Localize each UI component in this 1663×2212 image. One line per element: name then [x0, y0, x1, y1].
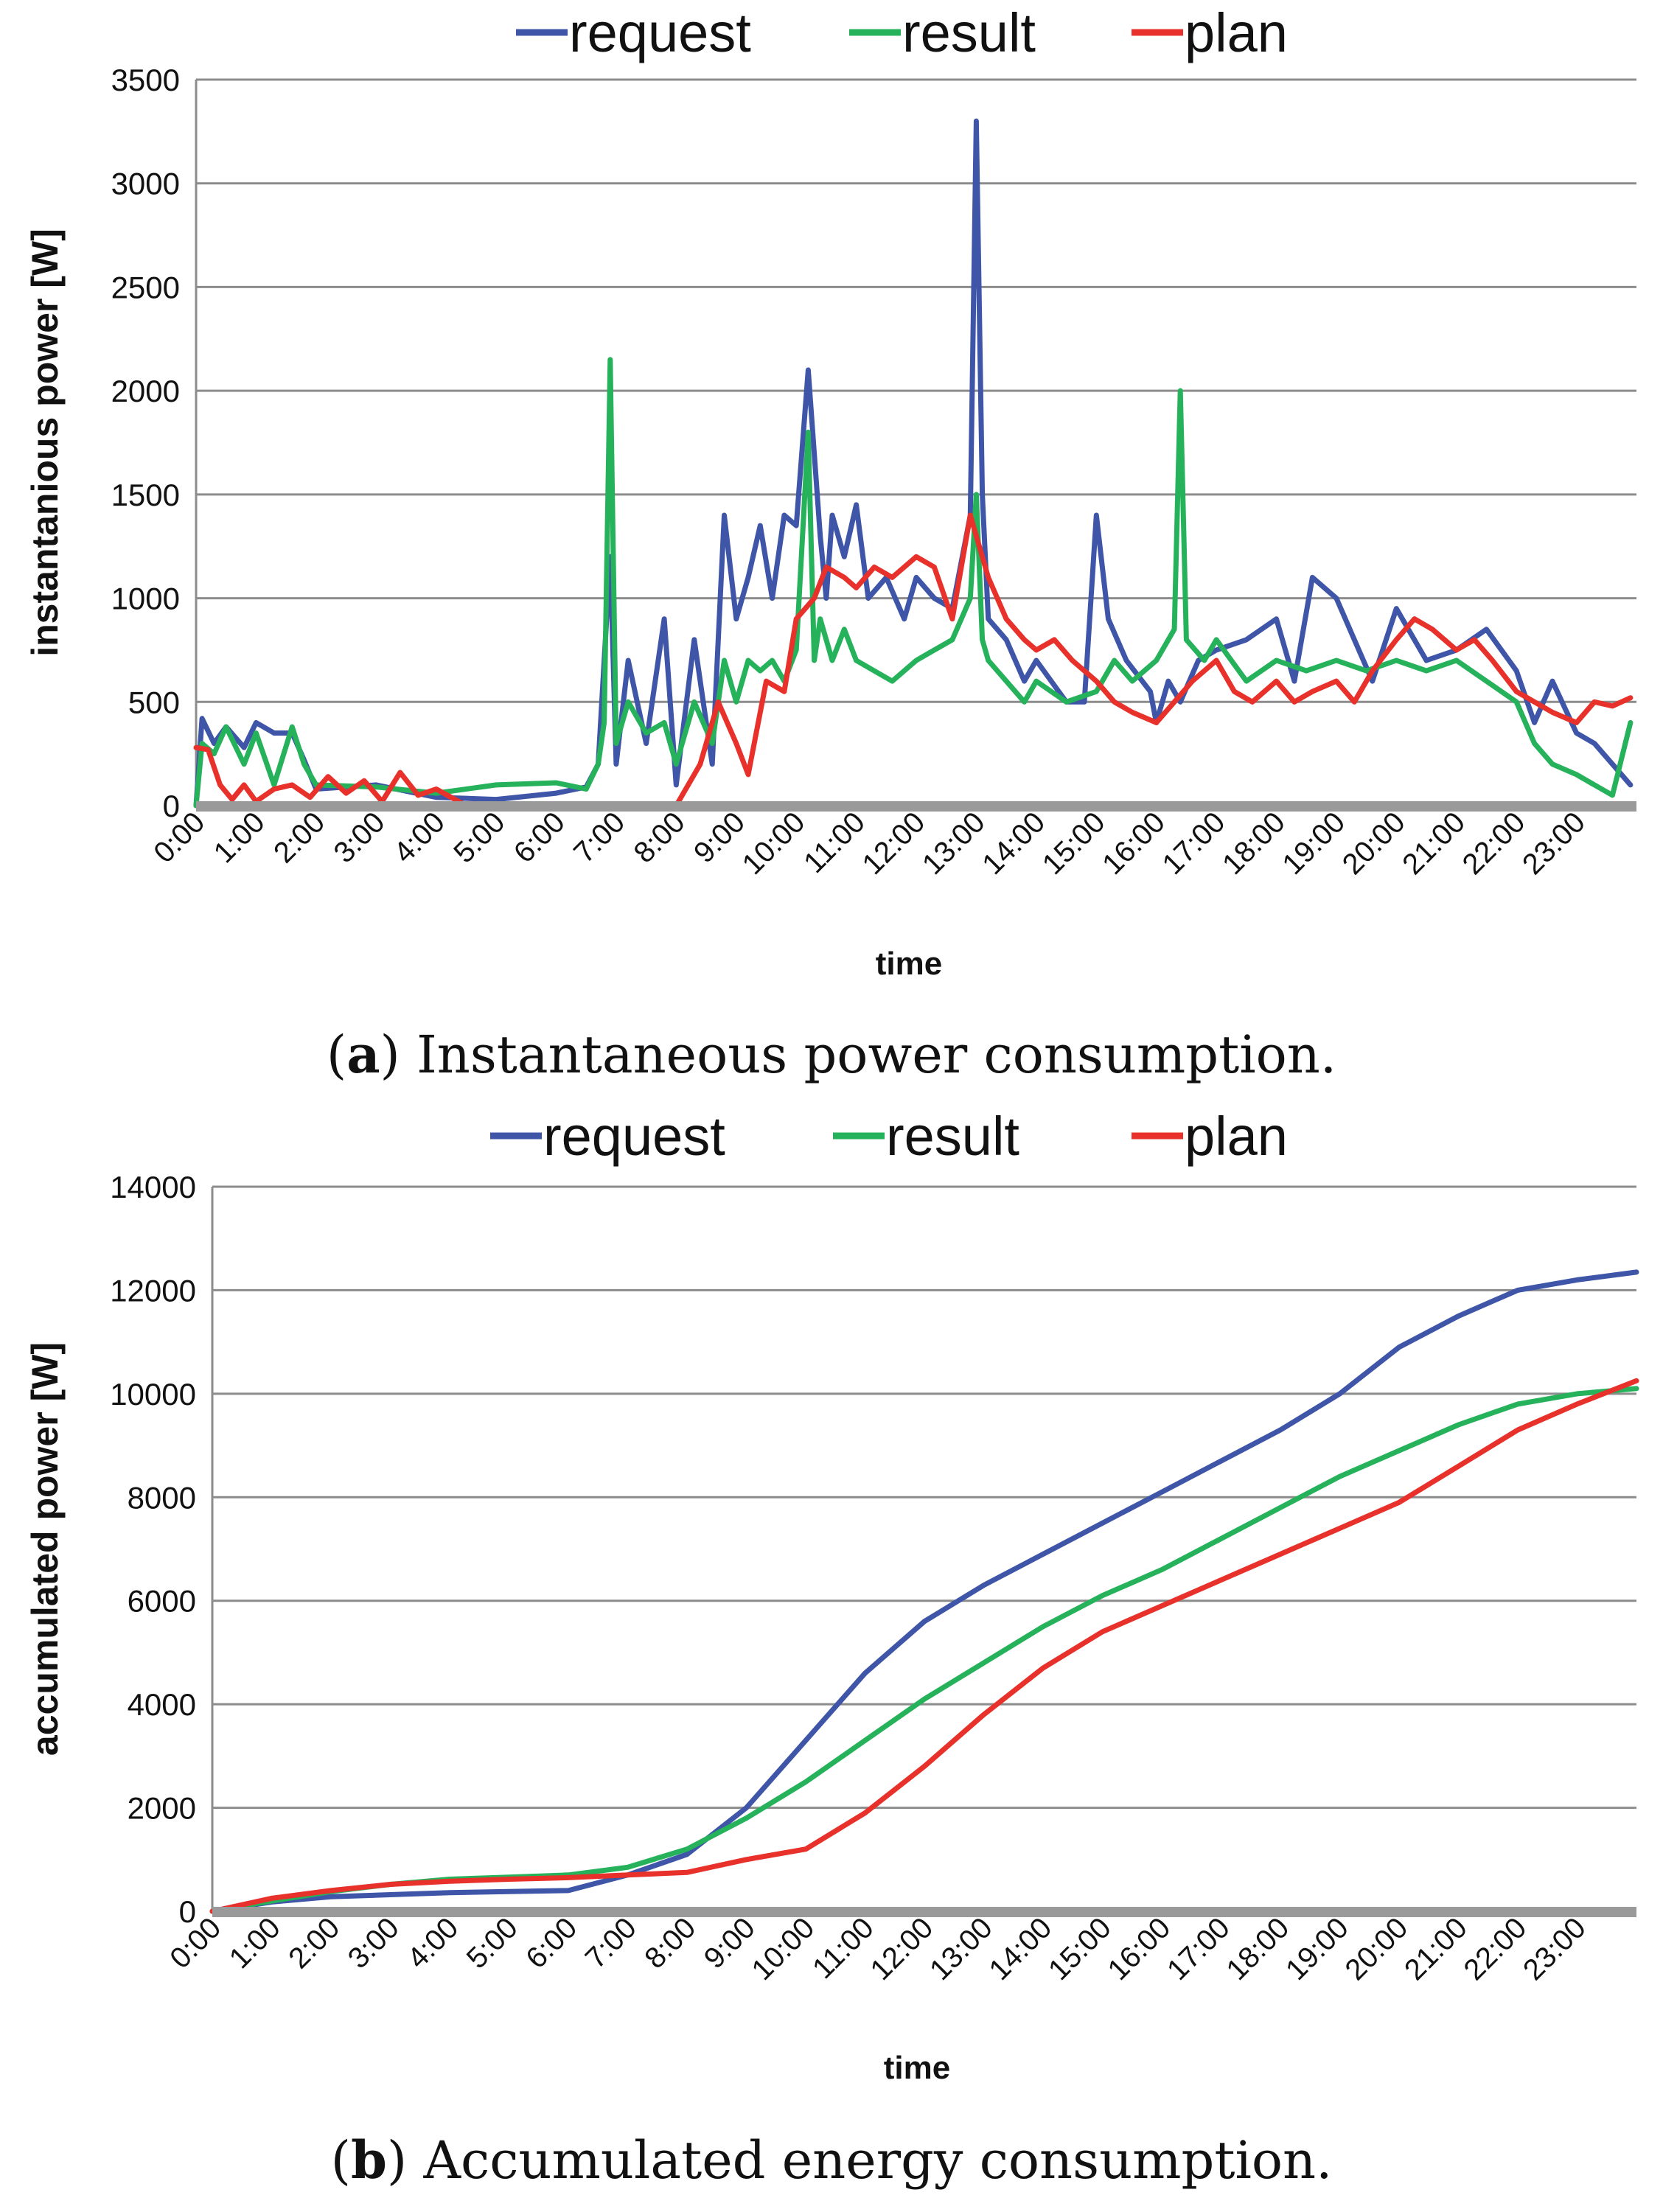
y-tick-label: 2500 — [111, 270, 180, 304]
x-tick-label: 11:00 — [798, 806, 871, 879]
x-tick-label: 6:00 — [508, 806, 571, 869]
series-line-request — [209, 1269, 1639, 1914]
x-tick-label: 18:00 — [1216, 806, 1291, 881]
x-tick-label: 12:00 — [856, 806, 931, 881]
x-tick-label: 13:00 — [916, 806, 991, 881]
x-tick-label: 20:00 — [1339, 1911, 1414, 1986]
x-tick-label: 4:00 — [401, 1911, 464, 1975]
x-tick-label: 0:00 — [147, 806, 211, 869]
y-tick-label: 10000 — [110, 1377, 196, 1412]
x-tick-label: 22:00 — [1457, 1911, 1533, 1986]
x-tick-label: 6:00 — [520, 1911, 583, 1975]
x-tick-label: 15:00 — [1042, 1911, 1118, 1986]
y-tick-label: 6000 — [128, 1584, 196, 1619]
caption: (a) Instantaneous power consumption. — [327, 1024, 1336, 1085]
x-tick-label: 3:00 — [342, 1911, 405, 1975]
x-tick-label: 17:00 — [1157, 806, 1232, 881]
x-tick-label: 16:00 — [1101, 1911, 1176, 1986]
x-tick-label: 0:00 — [164, 1911, 227, 1975]
x-axis-title: time — [876, 946, 942, 982]
x-tick-label: 8:00 — [638, 1911, 702, 1975]
caption-label: a — [346, 1024, 380, 1085]
x-tick-label: 7:00 — [579, 1911, 643, 1975]
x-tick-label: 1:00 — [223, 1911, 287, 1975]
y-axis-title: accumulated power [W] — [24, 1342, 66, 1756]
caption-text: Accumulated energy consumption. — [422, 2130, 1332, 2191]
x-tick-label: 10:00 — [736, 806, 812, 881]
y-tick-label: 2000 — [128, 1791, 196, 1826]
x-tick-label: 2:00 — [282, 1911, 346, 1975]
caption-label: b — [351, 2129, 387, 2191]
x-tick-label: 8:00 — [628, 806, 691, 869]
y-tick-label: 8000 — [128, 1480, 196, 1515]
legend-label-request: request — [543, 1106, 725, 1167]
x-tick-label: 7:00 — [568, 806, 631, 869]
chart-b: 0 2000 4000 6000 8000 10000 12000 14000 0:001:00… — [24, 1106, 1639, 2191]
x-tick-label: 3:00 — [327, 806, 391, 869]
caption: (b) Accumulated energy consumption. — [331, 2129, 1333, 2191]
series-line-plan — [209, 1378, 1639, 1914]
legend-label-request: request — [569, 2, 751, 63]
x-tick-label: 17:00 — [1161, 1911, 1236, 1986]
x-axis-baseline — [196, 801, 1636, 812]
x-tick-label: 15:00 — [1036, 806, 1112, 881]
x-tick-label: 5:00 — [461, 1911, 524, 1975]
caption-paren-close: ) — [380, 1025, 417, 1085]
legend-label-result: result — [886, 1106, 1019, 1167]
x-tick-label: 10:00 — [745, 1911, 820, 1986]
y-tick-label: 0 — [179, 1894, 196, 1929]
x-tick-label: 11:00 — [806, 1911, 880, 1985]
caption-paren-close: ) — [387, 2130, 424, 2191]
x-axis-baseline — [212, 1907, 1636, 1917]
y-tick-label: 1000 — [111, 582, 180, 616]
y-tick-label: 3000 — [111, 167, 180, 201]
x-tick-label: 2:00 — [268, 806, 331, 869]
x-tick-label: 1:00 — [208, 806, 271, 869]
y-tick-label: 1500 — [111, 478, 180, 512]
series-line-result — [193, 357, 1634, 809]
x-tick-label: 4:00 — [388, 806, 451, 869]
caption-text: Instantaneous power consumption. — [416, 1025, 1336, 1085]
series-line-request — [193, 118, 1634, 809]
x-tick-label: 14:00 — [976, 806, 1051, 881]
y-axis-title: instantanious power [W] — [24, 228, 66, 657]
y-tick-label: 2000 — [111, 374, 180, 408]
x-tick-label: 23:00 — [1517, 1911, 1592, 1986]
y-tick-label: 14000 — [110, 1170, 196, 1204]
x-tick-label: 22:00 — [1457, 806, 1532, 881]
x-axis-title: time — [884, 2050, 950, 2086]
y-tick-label: 3500 — [111, 63, 180, 97]
y-tick-label: 12000 — [110, 1273, 196, 1308]
caption-paren-open: ( — [331, 2130, 351, 2191]
legend-label-plan: plan — [1185, 2, 1288, 63]
x-tick-label: 21:00 — [1398, 1911, 1474, 1986]
series-line-result — [209, 1386, 1639, 1914]
legend-label-plan: plan — [1185, 1106, 1288, 1167]
x-tick-label: 21:00 — [1396, 806, 1471, 881]
chart-a: 0 500 1000 1500 2000 2500 3000 3500 0:001:002:00… — [24, 2, 1636, 1085]
series-line-plan — [193, 512, 1634, 809]
y-tick-label: 0 — [163, 789, 180, 823]
x-tick-label: 19:00 — [1280, 1911, 1355, 1986]
x-tick-label: 5:00 — [447, 806, 511, 869]
x-tick-label: 14:00 — [983, 1911, 1058, 1986]
x-tick-label: 23:00 — [1516, 806, 1591, 881]
x-tick-label: 20:00 — [1336, 806, 1412, 881]
legend-label-result: result — [902, 2, 1036, 63]
x-tick-label: 13:00 — [924, 1911, 999, 1986]
caption-paren-open: ( — [327, 1025, 346, 1085]
y-tick-label: 4000 — [128, 1687, 196, 1722]
x-tick-label: 19:00 — [1276, 806, 1351, 881]
x-tick-label: 18:00 — [1220, 1911, 1295, 1986]
x-tick-label: 16:00 — [1096, 806, 1171, 881]
y-tick-label: 500 — [128, 685, 180, 719]
x-tick-label: 12:00 — [864, 1911, 939, 1986]
